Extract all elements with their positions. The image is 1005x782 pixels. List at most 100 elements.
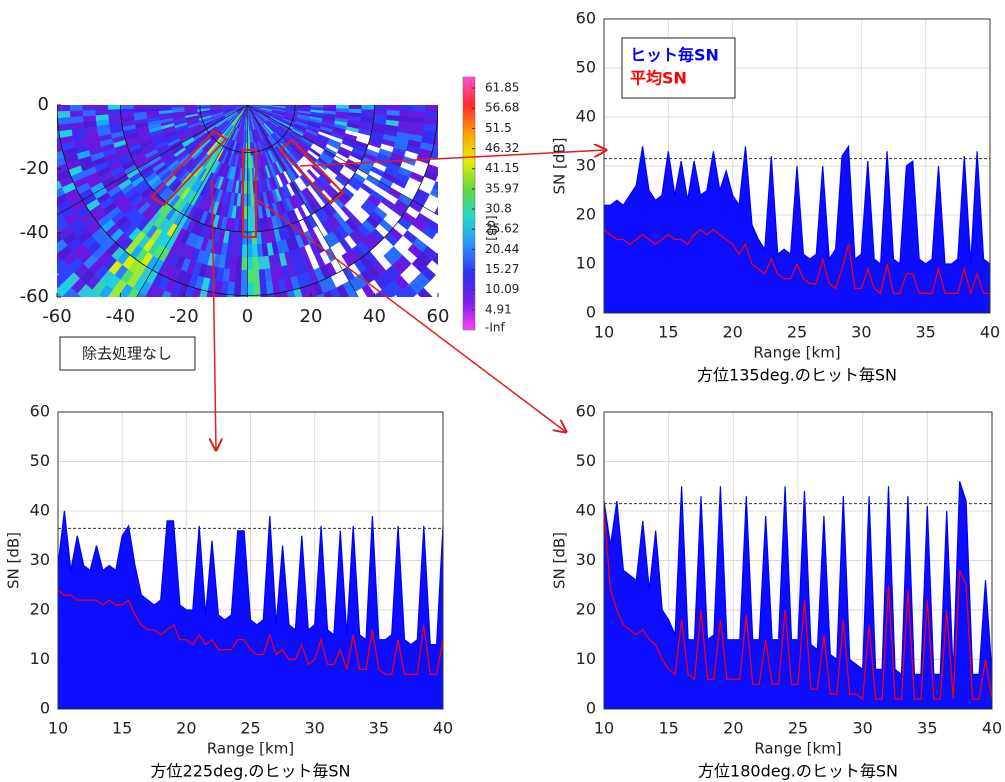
heatmap-texture <box>513 124 527 135</box>
heatmap-texture <box>233 294 242 297</box>
heatmap-texture <box>373 336 388 352</box>
heatmap-texture <box>397 305 412 321</box>
heatmap-texture <box>426 259 438 276</box>
heatmap-texture <box>19 113 32 121</box>
heatmap-texture <box>256 333 265 346</box>
heatmap-texture <box>155 302 167 317</box>
heatmap-texture <box>526 115 539 126</box>
heatmap-texture <box>210 357 221 371</box>
heatmap-texture <box>436 230 438 234</box>
y-tick-label: 10 <box>576 649 596 668</box>
heatmap-texture <box>248 334 256 347</box>
heatmap-texture <box>203 343 214 357</box>
heatmap-texture <box>228 268 237 283</box>
heatmap-texture <box>61 287 78 297</box>
x-tick-label: 30 <box>852 719 872 738</box>
colorbar-tick-label: 25.62 <box>485 222 519 236</box>
heatmap-texture <box>449 292 465 308</box>
y-axis-label: SN [dB] <box>551 137 569 194</box>
heatmap-texture <box>326 317 338 332</box>
heatmap-texture <box>217 383 228 397</box>
heatmap-texture <box>6 180 21 192</box>
heatmap-texture <box>426 219 438 234</box>
heatmap-texture <box>24 191 39 204</box>
colorbar-tick-label: 56.68 <box>485 101 519 115</box>
heatmap-texture <box>321 305 333 320</box>
heatmap-texture <box>76 315 91 331</box>
heatmap-texture <box>285 105 299 108</box>
colorbar-tick-label: 20.44 <box>485 242 519 256</box>
x-tick-label: 30 <box>851 323 871 342</box>
heatmap-texture <box>432 291 438 297</box>
heatmap-texture <box>348 307 361 322</box>
heatmap-texture <box>263 332 272 345</box>
heatmap-texture <box>348 108 362 114</box>
heatmap-texture <box>0 147 12 158</box>
heatmap-texture <box>69 110 84 118</box>
heatmap-texture <box>142 311 155 326</box>
heatmap-texture <box>0 228 1 243</box>
heatmap-texture <box>157 371 170 386</box>
heatmap-texture <box>247 218 253 233</box>
heatmap-texture <box>262 307 270 320</box>
x-tick-label: 40 <box>982 719 1002 738</box>
colorbar-tick-label: 35.97 <box>485 181 519 195</box>
heatmap-texture <box>355 287 368 297</box>
heatmap-texture <box>263 320 272 333</box>
heatmap-texture <box>247 244 254 258</box>
heatmap-texture <box>256 358 266 371</box>
heatmap-texture <box>145 295 150 297</box>
heatmap-texture <box>91 311 106 327</box>
heatmap-texture <box>0 113 7 122</box>
heatmap-texture <box>237 384 247 397</box>
y-tick-label: 50 <box>576 58 596 77</box>
heatmap-texture <box>442 261 458 276</box>
heatmap-texture <box>239 334 247 347</box>
heatmap-texture <box>248 384 258 397</box>
heatmap-texture <box>281 343 292 357</box>
heatmap-texture <box>120 105 134 110</box>
colorbar-tick-label: 41.15 <box>485 161 519 175</box>
heatmap-texture <box>285 368 296 382</box>
heatmap-texture <box>412 325 428 341</box>
heatmap-texture <box>323 105 337 109</box>
azimuth-line <box>57 105 248 216</box>
heatmap-texture <box>16 203 31 216</box>
x-tick-label: 35 <box>917 719 937 738</box>
heatmap-texture <box>16 254 32 269</box>
heatmap-texture <box>235 256 243 271</box>
heatmap-texture <box>285 316 295 330</box>
heatmap-texture <box>310 105 324 108</box>
heatmap-texture <box>119 283 134 297</box>
series-area <box>604 481 992 709</box>
y-tick-label: -60 <box>20 286 49 307</box>
heatmap-texture <box>0 192 12 205</box>
heatmap-texture <box>446 140 460 150</box>
heatmap-texture <box>436 118 438 126</box>
axes-frame <box>57 411 444 710</box>
heatmap-texture <box>134 307 147 322</box>
chart-title: 方位135deg.のヒット毎SN <box>697 366 897 385</box>
heatmap-texture <box>343 364 357 379</box>
heatmap-texture <box>227 384 238 397</box>
heatmap-texture <box>450 112 463 120</box>
heatmap-texture <box>334 341 347 356</box>
heatmap-texture <box>74 293 82 297</box>
heatmap-texture <box>241 244 248 258</box>
heatmap-texture <box>0 222 12 236</box>
heatmap-texture <box>430 212 438 225</box>
heatmap-texture <box>435 124 438 132</box>
y-tick-label: -20 <box>20 158 49 179</box>
heatmap-texture <box>0 158 1 170</box>
heatmap-texture <box>11 246 27 261</box>
colorbar-label: [dB] <box>485 216 499 241</box>
heatmap-texture <box>9 188 24 201</box>
heatmap-texture <box>233 282 242 296</box>
x-tick-label: 40 <box>980 323 1000 342</box>
heatmap-texture <box>12 195 27 208</box>
heatmap-texture <box>329 287 342 297</box>
heatmap-texture <box>429 187 438 199</box>
heatmap-texture <box>157 317 169 332</box>
x-tick-label: 20 <box>300 306 323 327</box>
heatmap-texture <box>203 304 213 318</box>
